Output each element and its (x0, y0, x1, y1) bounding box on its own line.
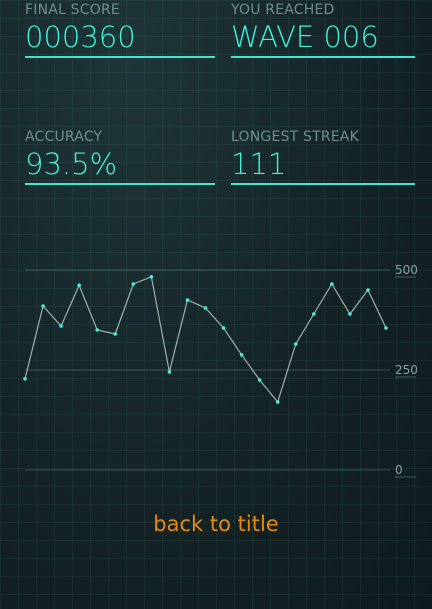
longest-streak-underline (231, 183, 415, 185)
data-point-18 (348, 312, 352, 316)
data-point-15 (293, 342, 298, 346)
data-point-17 (330, 282, 334, 286)
data-point-1 (41, 304, 45, 308)
final-score-value: 000360 (25, 20, 136, 54)
longest-streak-stat: LONGEST STREAK 111 (231, 129, 415, 185)
score-series-points (23, 275, 388, 404)
chart-tick-labels: 500 250 0 (395, 263, 418, 478)
back-to-title-button[interactable]: back to title (153, 512, 279, 536)
data-point-9 (185, 298, 190, 302)
accuracy-value: 93.5% (25, 147, 118, 181)
y-tick-label: 0 (395, 463, 403, 477)
wave-reached-value: WAVE 006 (231, 20, 379, 54)
data-point-4 (95, 328, 99, 332)
data-point-6 (131, 282, 136, 286)
data-point-11 (221, 326, 226, 330)
data-point-8 (167, 370, 172, 374)
wave-reached-underline (231, 56, 415, 58)
data-point-0 (23, 377, 27, 381)
data-point-20 (384, 326, 388, 330)
final-score-label: FINAL SCORE (25, 2, 120, 18)
data-point-13 (257, 378, 262, 382)
final-score-stat: FINAL SCORE 000360 (25, 2, 215, 58)
score-series-line (24, 275, 387, 404)
longest-streak-value: 111 (231, 147, 287, 181)
data-point-10 (203, 306, 208, 310)
accuracy-underline (25, 183, 215, 185)
y-tick-label: 500 (395, 263, 418, 277)
data-point-19 (366, 288, 370, 292)
data-point-3 (77, 283, 81, 287)
accuracy-stat: ACCURACY 93.5% (25, 129, 215, 185)
longest-streak-label: LONGEST STREAK (231, 129, 359, 145)
wave-reached-label: YOU REACHED (231, 2, 335, 18)
chart-gridlines (25, 269, 390, 471)
accuracy-label: ACCURACY (25, 129, 103, 145)
data-point-12 (239, 353, 244, 357)
data-point-5 (113, 332, 118, 336)
wave-reached-stat: YOU REACHED WAVE 006 (231, 2, 415, 58)
data-point-7 (149, 275, 154, 279)
y-tick-label: 250 (395, 363, 418, 377)
score-history-chart: 500 250 0 (23, 263, 418, 478)
final-score-underline (25, 56, 215, 58)
data-point-14 (275, 400, 280, 404)
data-point-2 (59, 324, 63, 328)
data-point-16 (312, 312, 316, 316)
